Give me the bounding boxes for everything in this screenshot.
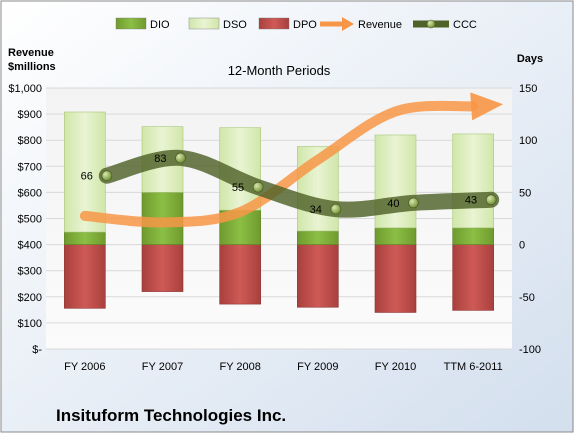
bar-dio-fy-2006	[64, 231, 106, 245]
legend-swatch-revenue-arrow	[342, 17, 354, 31]
company-name: Insituform Technologies Inc.	[56, 406, 286, 425]
legend-swatch-dpo	[258, 17, 290, 30]
chart-title: 12-Month Periods	[228, 63, 331, 78]
bar-group-fy-2006	[64, 111, 106, 309]
ccc-point-fy-2009	[330, 203, 342, 215]
legend-item-dso: DSO	[188, 17, 247, 31]
bar-dpo-fy-2009	[297, 244, 339, 308]
bar-dpo-ttm-6-2011	[452, 244, 494, 311]
ccc-data-label-fy-2009: 34	[310, 204, 322, 216]
ccc-data-label-fy-2008: 55	[232, 182, 244, 194]
left-tick-label-300: $300	[18, 266, 42, 278]
x-tick-label-fy-2007: FY 2007	[142, 361, 183, 373]
left-tick-label-200: $200	[18, 292, 42, 304]
ccc-data-label-fy-2006: 66	[81, 171, 93, 183]
x-tick-label-fy-2006: FY 2006	[64, 361, 105, 373]
legend-label-dso: DSO	[223, 19, 247, 31]
legend-item-revenue: Revenue	[320, 17, 402, 31]
legend-item-ccc: CCC	[413, 19, 477, 31]
x-tick-label-fy-2009: FY 2009	[297, 361, 338, 373]
bar-dpo-fy-2010	[374, 244, 417, 313]
right-tick-label-150: 150	[519, 83, 537, 95]
left-tick-label-600: $600	[18, 187, 42, 199]
ccc-point-fy-2006	[101, 170, 113, 182]
ccc-point-ttm-6-2011	[485, 194, 497, 206]
right-tick-label-100: 100	[519, 135, 537, 147]
legend: DIO DSO DPO Revenue CCC	[115, 17, 477, 31]
left-tick-label-500: $500	[18, 214, 42, 226]
left-axis-label-line1: Revenue	[8, 47, 54, 59]
data-labels: 66 83 55 34 40 43	[81, 153, 478, 216]
bar-dso-ttm-6-2011	[452, 133, 494, 229]
right-axis-label: Days	[517, 53, 543, 65]
legend-item-dpo: DPO	[258, 17, 317, 31]
bar-dio-ttm-6-2011	[452, 227, 494, 245]
legend-swatch-dio	[115, 17, 147, 30]
left-axis-label-line2: $millions	[8, 61, 56, 73]
ccc-point-fy-2008	[252, 181, 264, 193]
legend-label-dio: DIO	[150, 19, 170, 31]
ccc-data-label-fy-2007: 83	[154, 153, 166, 165]
bar-dio-fy-2009	[297, 230, 339, 245]
right-tick-label-50: 50	[519, 187, 531, 199]
revenue-arrowhead	[470, 92, 504, 121]
revenue-line	[79, 100, 479, 228]
legend-label-ccc: CCC	[453, 19, 477, 31]
left-tick-label-700: $700	[18, 161, 42, 173]
ccc-point-fy-2010	[408, 197, 419, 209]
left-tick-label-900: $900	[18, 109, 42, 121]
bar-group-fy-2009	[297, 146, 339, 308]
right-tick-label-50: -50	[519, 292, 535, 304]
bar-group-fy-2010	[374, 134, 417, 313]
left-tick-label-800: $800	[18, 135, 42, 147]
left-tick-label-0: $-	[32, 344, 42, 356]
left-tick-label-1000: $1,000	[8, 83, 42, 95]
ccc-series	[98, 149, 500, 218]
bar-group-ttm-6-2011	[452, 133, 494, 311]
x-tick-label-ttm-6-2011: TTM 6-2011	[444, 361, 503, 373]
legend-swatch-ccc-marker	[426, 19, 436, 29]
left-tick-label-400: $400	[18, 240, 42, 252]
legend-label-dpo: DPO	[293, 19, 317, 31]
x-tick-label-fy-2008: FY 2008	[219, 361, 260, 373]
bar-dio-fy-2010	[374, 227, 417, 245]
ccc-data-label-fy-2010: 40	[387, 198, 399, 210]
revenue-series	[79, 92, 504, 228]
legend-item-dio: DIO	[115, 17, 170, 31]
bar-dpo-fy-2007	[141, 244, 184, 292]
legend-label-revenue: Revenue	[358, 19, 402, 31]
bar-dpo-fy-2008	[219, 244, 261, 305]
ccc-data-label-ttm-6-2011: 43	[465, 195, 477, 207]
ccc-point-fy-2007	[175, 152, 186, 164]
right-tick-label-100: -100	[519, 344, 541, 356]
right-tick-label-0: 0	[519, 240, 525, 252]
legend-swatch-dso	[188, 17, 220, 30]
x-tick-label-fy-2010: FY 2010	[375, 361, 416, 373]
axes: $- $100 $200 $300 $400 $500 $600 $700 $800 $900 $1…	[8, 83, 541, 373]
left-tick-label-100: $100	[18, 318, 42, 330]
bar-dpo-fy-2006	[64, 244, 106, 309]
